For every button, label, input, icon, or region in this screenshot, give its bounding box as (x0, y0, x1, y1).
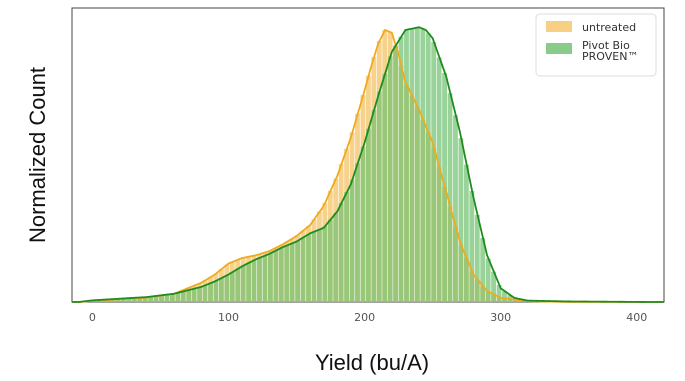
histogram-bar (208, 283, 213, 302)
histogram-bar (289, 243, 295, 302)
histogram-bar (251, 260, 257, 302)
density-curve-layer (72, 26, 664, 303)
x-tick-label: 400 (626, 311, 647, 324)
histogram-bar (474, 214, 480, 302)
histogram-bar (316, 229, 322, 302)
histogram-bar (235, 268, 241, 302)
histogram-bar (404, 29, 409, 302)
histogram-bar (355, 163, 360, 302)
histogram-bar (344, 192, 350, 302)
y-axis-label: Normalized Count (25, 67, 50, 243)
histogram-bar (169, 293, 175, 302)
histogram-bar (360, 146, 366, 302)
histogram-bar (371, 109, 377, 302)
histogram-bar (120, 298, 126, 302)
histogram-bar (273, 250, 279, 302)
histogram-bar (295, 240, 301, 302)
histogram-bar (229, 272, 235, 302)
legend-label: PROVEN™ (582, 50, 638, 63)
histogram-bar (496, 284, 502, 302)
histogram-bar (240, 265, 246, 302)
histogram-bar (175, 292, 181, 302)
histogram-bar (338, 203, 344, 302)
histogram-bar (414, 27, 420, 302)
x-tick-label: 100 (218, 311, 239, 324)
x-tick-label: 300 (490, 311, 511, 324)
histogram-bar (180, 291, 186, 302)
histogram-bar (306, 234, 311, 302)
histogram-bar (458, 138, 464, 302)
histogram-bar (153, 295, 159, 302)
histogram-bar (311, 231, 317, 302)
histogram-bar (284, 245, 290, 302)
histogram-bar (159, 295, 164, 302)
histogram-bar (393, 45, 399, 302)
histogram-bar (469, 190, 475, 302)
histogram-bar (257, 257, 262, 302)
histogram-bar (453, 115, 458, 303)
histogram-bar (115, 298, 121, 302)
density-curve-pivot-bio (72, 26, 664, 303)
histogram-bar (480, 237, 486, 302)
histogram-bar (131, 297, 137, 302)
legend-swatch (546, 43, 572, 54)
histogram-bar (365, 128, 371, 302)
histogram-bar (137, 297, 143, 302)
legend-swatch (546, 21, 572, 32)
legend-label: untreated (582, 21, 636, 34)
histogram-bar (491, 271, 497, 302)
histogram-bar (398, 36, 404, 302)
histogram-bar (322, 226, 328, 302)
histogram-bar (502, 291, 507, 302)
histogram-bar (262, 255, 268, 302)
histogram-bar (300, 237, 306, 302)
histogram-bar (246, 262, 252, 302)
histogram-bar (431, 42, 437, 302)
histogram-bar (436, 57, 442, 302)
histogram-bar (425, 33, 431, 302)
histogram-layer (82, 27, 616, 303)
histogram-bar (126, 298, 132, 302)
legend-label: Pivot Bio (582, 39, 630, 52)
histogram-bar (267, 253, 273, 302)
histogram-bar (213, 280, 219, 302)
x-tick-label: 200 (354, 311, 375, 324)
histogram-bar (197, 287, 203, 302)
x-tick-label: 0 (89, 311, 96, 324)
histogram-bar (142, 297, 148, 302)
histogram-pivot-bio (82, 27, 616, 303)
histogram-bar (218, 277, 224, 302)
histogram-bar (349, 179, 355, 302)
histogram-bar (447, 93, 453, 302)
histogram-bar (333, 212, 339, 302)
histogram-bar (164, 294, 170, 302)
x-axis-ticks: 0 100 200 300 400 (89, 311, 647, 324)
histogram-bar (376, 91, 382, 303)
histogram-bar (327, 219, 333, 302)
histogram-bar (186, 289, 192, 302)
histogram-bar (485, 258, 491, 302)
x-axis-label: Yield (bu/A) (315, 350, 429, 375)
histogram-bar (191, 288, 197, 302)
histogram-bar (387, 56, 393, 302)
histogram-bar (278, 247, 284, 302)
histogram-bar (224, 275, 230, 302)
histogram-bar (148, 296, 154, 302)
histogram-bar (463, 164, 469, 302)
histogram-bar (382, 73, 388, 302)
histogram-bar (409, 28, 415, 302)
histogram-bar (420, 28, 426, 303)
histogram-bar (202, 285, 208, 302)
